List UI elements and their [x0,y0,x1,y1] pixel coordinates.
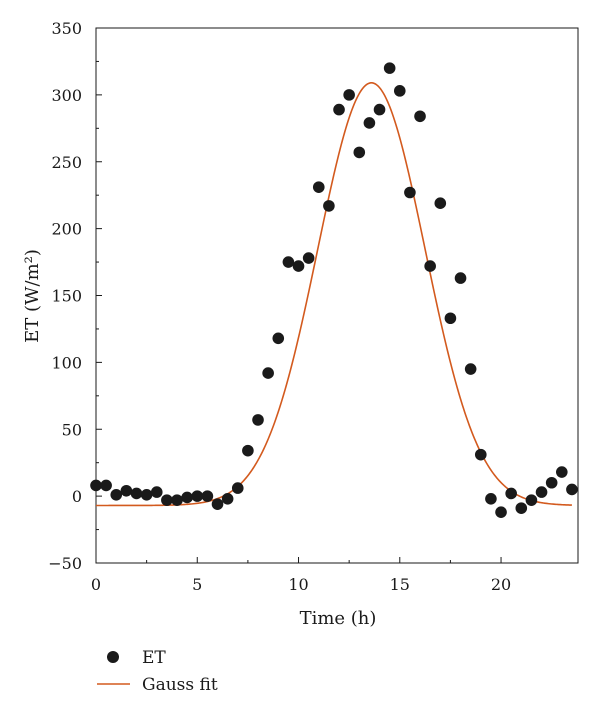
gauss-fit-line [96,82,572,507]
x-tick-label: 5 [192,575,202,594]
y-tick-label: 0 [72,487,82,506]
y-tick-label: 100 [51,353,82,372]
et-data-point [545,476,558,489]
et-data-point [282,256,295,268]
et-data-point [130,487,143,500]
et-data-point [404,186,416,199]
x-tick-label: 0 [91,575,101,594]
et-data-point [474,448,487,461]
et-data-point [211,498,224,510]
et-data-point [485,493,497,505]
et-data-point [333,103,345,116]
et-data-point [383,62,396,74]
et-data-point [302,252,315,264]
et-data-point [424,260,436,272]
et-data-point [444,312,457,325]
et-data-point [171,494,183,506]
et-data-point [454,272,467,284]
et-data-point [201,490,214,502]
y-tick-label: 150 [51,287,82,306]
y-tick-label: 300 [51,86,82,105]
et-data-point [110,488,123,501]
et-data-point [566,483,578,496]
et-data-point [181,491,193,504]
et-data-point [100,479,112,492]
et-data-point [323,200,335,212]
et-data-point [231,482,244,494]
et-data-point [120,484,133,497]
legend: ET Gauss fit [97,648,218,695]
et-data-point [262,367,274,379]
et-data-point [191,490,204,502]
et-data-point [272,332,285,345]
et-data-point [373,103,386,116]
et-data-point [353,146,366,159]
x-tick-label: 15 [390,575,410,594]
et-data-point [242,444,254,457]
y-tick-label: 250 [51,153,82,172]
et-data-point [292,260,305,272]
y-tick-label: 200 [51,220,82,239]
et-data-point [464,363,477,375]
et-data-point [252,414,264,426]
x-axis-ticks: 0 5 10 15 20 [91,557,511,594]
x-tick-label: 20 [491,575,511,594]
et-data-point [525,494,538,506]
legend-label-et: ET [142,648,166,668]
et-data-point [535,486,548,498]
et-data-point [90,479,102,492]
et-data-point [495,506,507,518]
et-data-point [515,502,528,514]
y-axis-ticks: −50 0 50 100 150 200 250 300 350 [48,19,102,573]
x-axis-title: Time (h) [300,608,377,629]
y-axis-title: ET (W/m²) [22,249,43,343]
y-tick-label: −50 [48,554,82,573]
legend-marker-et [107,651,119,663]
et-data-point [140,488,153,501]
et-data-point [556,466,568,478]
gauss-fit-series [96,82,572,507]
et-data-point [150,486,163,498]
et-data-point [434,197,447,210]
et-series [90,62,578,518]
y-tick-label: 350 [51,19,82,38]
et-data-point [414,110,426,123]
x-tick-label: 10 [288,575,308,594]
et-data-point [343,89,355,101]
et-data-point [221,493,234,505]
et-data-point [161,494,173,506]
et-data-point [363,117,376,129]
legend-label-gauss-fit: Gauss fit [142,675,218,695]
et-data-point [312,181,325,193]
y-tick-label: 50 [62,420,82,439]
et-data-point [505,487,517,500]
et-data-point [393,85,406,97]
